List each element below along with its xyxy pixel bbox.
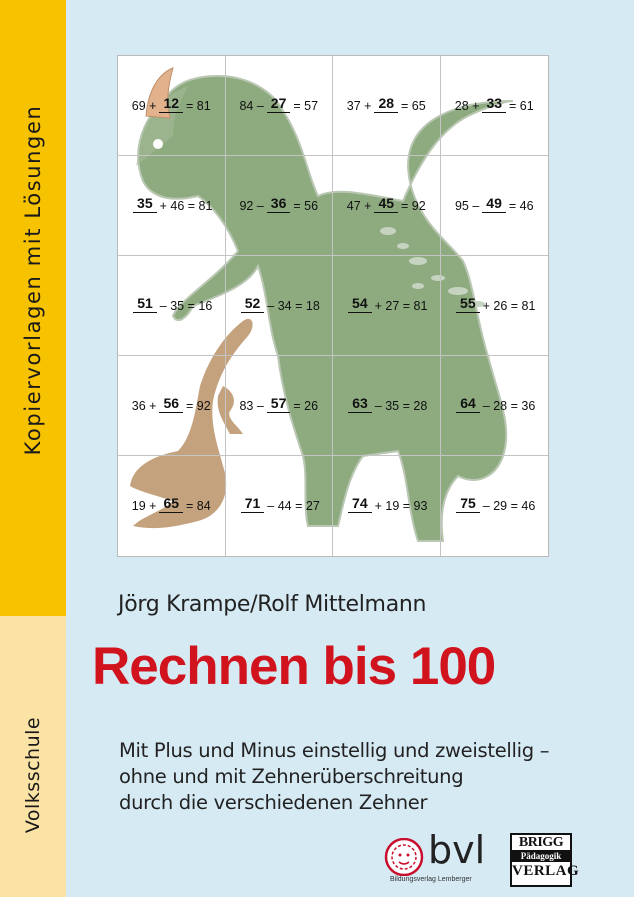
task-answer: 51 — [133, 295, 157, 313]
task-cell: 36 +56 = 92 — [118, 356, 226, 456]
bvl-logo: bvl Bildungsverlag Lemberger — [384, 828, 504, 886]
task-cell: 19 +65 = 84 — [118, 456, 226, 556]
brigg-logo: BRIGG Pädagogik VERLAG — [510, 833, 580, 887]
task-prefix: 19 + — [131, 499, 157, 513]
task-suffix: – 29 = 46 — [482, 499, 536, 513]
task-suffix: = 46 — [508, 198, 534, 213]
task-answer: 64 — [456, 395, 480, 413]
task-prefix: 95 – — [454, 198, 480, 213]
task-answer: 36 — [266, 195, 291, 213]
task-answer: 27 — [266, 95, 291, 113]
task-answer: 71 — [240, 495, 265, 513]
task-cell: 83 –57 = 26 — [225, 356, 333, 456]
series-label: Kopiervorlagen mit Lösungen — [21, 104, 45, 456]
lion-icon — [384, 838, 424, 876]
task-prefix: 84 – — [239, 98, 264, 113]
bvl-wordmark: bvl — [428, 828, 486, 872]
task-suffix: = 65 — [401, 98, 426, 113]
brigg-line2: Pädagogik — [512, 850, 570, 862]
task-answer: 57 — [266, 395, 291, 413]
task-suffix: + 27 = 81 — [374, 298, 428, 313]
task-cell: 92 –36 = 56 — [225, 156, 333, 256]
subtitle-line: durch die verschiedenen Zehner — [119, 791, 428, 814]
task-answer: 28 — [374, 95, 399, 113]
task-suffix: + 19 = 93 — [374, 499, 428, 513]
task-prefix: 47 + — [346, 198, 372, 213]
task-cell: 47 +45 = 92 — [333, 156, 441, 256]
task-answer: 56 — [159, 395, 184, 413]
task-answer: 54 — [348, 295, 372, 313]
task-answer: 35 — [133, 195, 157, 213]
dinosaur-illustration — [130, 67, 514, 542]
task-prefix: 36 + — [131, 398, 157, 413]
task-suffix: = 84 — [186, 499, 211, 513]
task-suffix: = 92 — [186, 398, 211, 413]
task-prefix: 37 + — [346, 98, 372, 113]
task-suffix: = 61 — [509, 98, 534, 113]
task-cell: 51– 35 = 16 — [118, 256, 226, 356]
brigg-line3: VERLAG — [512, 863, 580, 879]
task-suffix: + 46 = 81 — [159, 198, 213, 213]
task-cell: 74 + 19 = 93 — [333, 456, 441, 556]
task-cell: 84 –27 = 57 — [225, 56, 333, 156]
subtitle-line: Mit Plus und Minus einstellig und zweist… — [119, 739, 550, 762]
book-subtitle: Mit Plus und Minus einstellig und zweist… — [119, 738, 549, 816]
task-suffix: = 26 — [293, 398, 319, 413]
task-answer: 65 — [159, 495, 184, 513]
task-cell: 63– 35 = 28 — [333, 356, 441, 456]
task-cell: 37 +28 = 65 — [333, 56, 441, 156]
authors: Jörg Krampe/Rolf Mittelmann — [118, 592, 427, 617]
task-answer: 63 — [348, 395, 372, 413]
task-suffix: = 57 — [293, 98, 319, 113]
task-cell: 54 + 27 = 81 — [333, 256, 441, 356]
task-suffix: – 34 = 18 — [267, 298, 320, 313]
task-cell: 95 –49 = 46 — [440, 156, 548, 256]
task-cell: 64– 28 = 36 — [440, 356, 548, 456]
sidebar-bottom-band — [0, 616, 66, 897]
task-suffix: – 44 = 27 — [267, 499, 320, 513]
task-answer: 55 — [456, 295, 480, 313]
task-answer: 12 — [159, 95, 184, 113]
task-suffix: = 81 — [186, 98, 211, 113]
task-prefix: 92 – — [239, 198, 264, 213]
task-suffix: = 56 — [293, 198, 319, 213]
task-answer: 52 — [240, 295, 265, 313]
task-answer: 45 — [374, 195, 399, 213]
brigg-line1: BRIGG — [518, 835, 564, 850]
subtitle-line: ohne und mit Zehnerüberschreitung — [119, 765, 464, 788]
task-cell: 69 +12 = 81 — [118, 56, 226, 156]
task-suffix: – 35 = 28 — [374, 398, 428, 413]
puzzle-illustration: 69 +12 = 81 84 –27 = 57 37 +28 = 65 28 +33 =… — [117, 55, 549, 557]
task-cell: 75– 29 = 46 — [441, 456, 549, 556]
task-suffix: = 92 — [401, 198, 426, 213]
school-level-label: Volksschule — [22, 716, 44, 834]
task-cell: 35 + 46 = 81 — [118, 156, 226, 256]
task-prefix: 28 + — [454, 98, 480, 113]
task-grid: 69 +12 = 81 84 –27 = 57 37 +28 = 65 28 +33 =… — [118, 56, 548, 556]
bvl-subtext: Bildungsverlag Lemberger — [390, 876, 472, 883]
task-cell: 28 +33 = 61 — [440, 56, 548, 156]
task-answer: 75 — [456, 495, 480, 513]
task-answer: 33 — [482, 95, 507, 113]
book-title: Rechnen bis 100 — [92, 637, 496, 696]
sidebar-top-band — [0, 0, 66, 616]
task-cell: 52– 34 = 18 — [225, 256, 333, 356]
task-suffix: – 35 = 16 — [159, 298, 213, 313]
task-prefix: 83 – — [239, 398, 264, 413]
task-cell: 71– 44 = 27 — [226, 456, 333, 556]
task-suffix: – 28 = 36 — [482, 398, 536, 413]
task-prefix: 69 + — [131, 98, 157, 113]
task-cell: 55 + 26 = 81 — [440, 256, 548, 356]
task-answer: 49 — [482, 195, 506, 213]
task-answer: 74 — [348, 495, 372, 513]
task-suffix: + 26 = 81 — [482, 298, 536, 313]
